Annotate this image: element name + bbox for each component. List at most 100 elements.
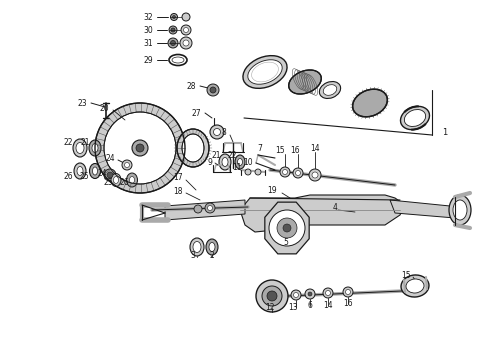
- Ellipse shape: [209, 243, 215, 252]
- Ellipse shape: [93, 167, 98, 175]
- Text: 15: 15: [275, 145, 285, 154]
- Text: 15: 15: [401, 270, 411, 279]
- Ellipse shape: [401, 275, 429, 297]
- Circle shape: [104, 112, 176, 184]
- Ellipse shape: [126, 173, 138, 187]
- Text: 16: 16: [290, 145, 300, 154]
- Ellipse shape: [235, 155, 245, 169]
- Circle shape: [182, 13, 190, 21]
- Text: 11: 11: [232, 162, 242, 171]
- Text: 24: 24: [105, 153, 115, 162]
- Ellipse shape: [190, 238, 204, 256]
- Ellipse shape: [353, 89, 388, 117]
- Circle shape: [107, 172, 113, 178]
- Circle shape: [309, 169, 321, 181]
- Circle shape: [325, 291, 330, 296]
- Text: 30: 30: [143, 26, 153, 35]
- Circle shape: [183, 40, 189, 46]
- Ellipse shape: [182, 134, 204, 162]
- Circle shape: [168, 38, 178, 48]
- Text: 1: 1: [442, 127, 448, 136]
- Circle shape: [171, 41, 175, 45]
- Text: 22: 22: [227, 150, 237, 159]
- Circle shape: [293, 168, 303, 178]
- Ellipse shape: [193, 242, 201, 252]
- Ellipse shape: [289, 70, 321, 94]
- Text: 18: 18: [173, 186, 183, 195]
- Circle shape: [205, 203, 215, 213]
- Ellipse shape: [449, 195, 471, 225]
- Ellipse shape: [74, 163, 86, 179]
- Circle shape: [267, 291, 277, 301]
- Circle shape: [312, 172, 318, 178]
- Circle shape: [291, 290, 301, 300]
- Circle shape: [280, 167, 290, 177]
- Circle shape: [172, 15, 175, 18]
- Ellipse shape: [129, 176, 134, 184]
- Circle shape: [210, 125, 224, 139]
- Circle shape: [343, 287, 353, 297]
- Circle shape: [283, 170, 288, 175]
- Text: 4: 4: [333, 202, 338, 212]
- Polygon shape: [265, 202, 309, 254]
- Text: 6: 6: [308, 302, 313, 310]
- Ellipse shape: [92, 144, 98, 153]
- Text: 21: 21: [211, 150, 221, 159]
- Text: 27: 27: [191, 108, 201, 117]
- Polygon shape: [165, 200, 245, 220]
- Ellipse shape: [76, 143, 84, 153]
- Ellipse shape: [400, 106, 430, 130]
- Circle shape: [104, 169, 116, 181]
- Text: 10: 10: [243, 158, 253, 166]
- Ellipse shape: [406, 279, 424, 293]
- Text: 5: 5: [284, 238, 289, 247]
- Text: 13: 13: [288, 302, 298, 311]
- Ellipse shape: [89, 140, 101, 156]
- Text: 20: 20: [99, 104, 109, 113]
- Ellipse shape: [323, 85, 337, 95]
- Ellipse shape: [238, 158, 243, 166]
- Circle shape: [95, 103, 185, 193]
- Circle shape: [308, 292, 312, 296]
- Circle shape: [169, 26, 177, 34]
- Circle shape: [262, 286, 282, 306]
- Ellipse shape: [453, 200, 467, 220]
- Circle shape: [305, 289, 315, 299]
- Circle shape: [183, 27, 189, 32]
- Polygon shape: [240, 195, 405, 232]
- Circle shape: [283, 224, 291, 232]
- Circle shape: [323, 288, 333, 298]
- Circle shape: [207, 84, 219, 96]
- Text: 31: 31: [143, 39, 153, 48]
- Text: 7: 7: [258, 144, 263, 153]
- Circle shape: [269, 210, 305, 246]
- Text: 26: 26: [63, 171, 73, 180]
- Ellipse shape: [177, 129, 209, 167]
- Circle shape: [132, 140, 148, 156]
- Ellipse shape: [222, 158, 228, 166]
- Text: 32: 32: [143, 13, 153, 22]
- Circle shape: [171, 13, 177, 21]
- Ellipse shape: [404, 109, 426, 126]
- Text: 2: 2: [210, 252, 215, 261]
- Text: 9: 9: [208, 158, 213, 166]
- Text: 24: 24: [97, 168, 107, 177]
- Text: 14: 14: [310, 144, 320, 153]
- Circle shape: [207, 206, 213, 211]
- Ellipse shape: [111, 174, 121, 186]
- Circle shape: [180, 37, 192, 49]
- Text: 17: 17: [173, 172, 183, 181]
- Ellipse shape: [77, 166, 83, 176]
- Circle shape: [295, 171, 300, 176]
- Circle shape: [171, 28, 175, 32]
- Text: 22: 22: [63, 138, 73, 147]
- Polygon shape: [390, 200, 455, 218]
- Text: 16: 16: [343, 300, 353, 309]
- Text: 25: 25: [79, 171, 89, 180]
- Text: 21: 21: [80, 138, 90, 147]
- Circle shape: [256, 280, 288, 312]
- Ellipse shape: [90, 163, 100, 179]
- Text: 12: 12: [265, 303, 275, 312]
- Ellipse shape: [319, 81, 341, 99]
- Circle shape: [294, 292, 298, 297]
